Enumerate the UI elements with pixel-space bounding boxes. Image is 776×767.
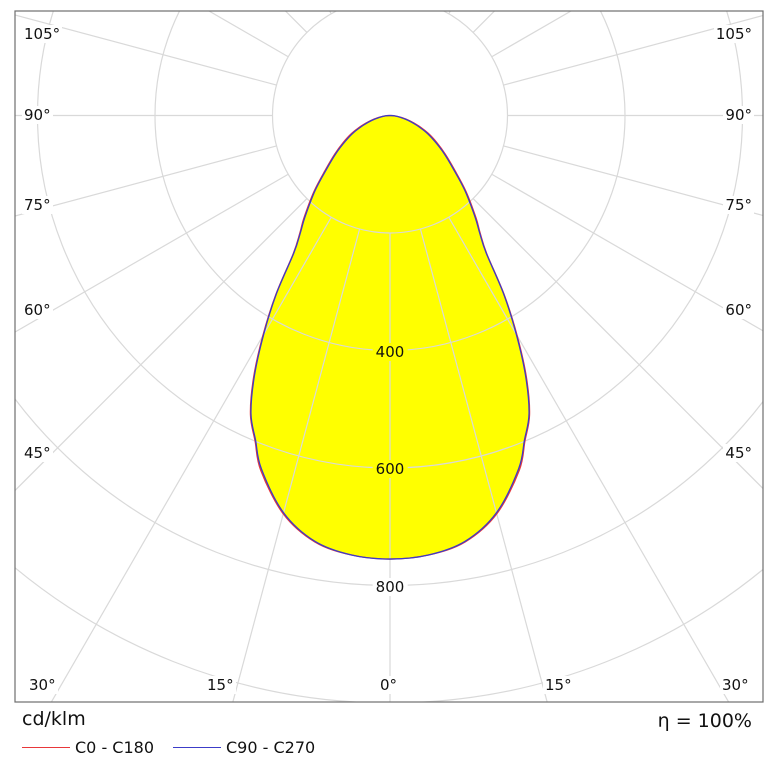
angle-label-left-90: 90°	[22, 106, 53, 124]
angle-label-right-90: 90°	[723, 106, 754, 124]
angle-label-bottom-30-right: 30°	[720, 676, 751, 694]
angle-label-left-45: 45°	[22, 444, 53, 462]
angle-label-bottom-0: 0°	[378, 676, 400, 694]
legend-blue-line-icon	[173, 746, 221, 748]
radial-label-400: 400	[372, 343, 408, 361]
angle-label-left-75: 75°	[22, 196, 53, 214]
light-distribution-curves	[249, 114, 531, 560]
angle-label-left-105: 105°	[22, 25, 63, 43]
radial-label-600: 600	[372, 460, 408, 478]
curve-c90-c270	[250, 114, 530, 560]
legend-label: C90 - C270	[226, 737, 316, 757]
angle-label-bottom-30-left: 30°	[27, 676, 58, 694]
angle-label-bottom-15-right: 15°	[543, 676, 574, 694]
efficiency-label: η = 100%	[657, 710, 752, 732]
angle-label-right-60: 60°	[723, 301, 754, 319]
legend-item-c90-c270: C90 - C270	[173, 737, 315, 757]
radial-label-800: 800	[372, 578, 408, 596]
angle-label-right-105: 105°	[713, 25, 754, 43]
unit-label: cd/klm	[22, 708, 86, 730]
chart-frame	[14, 10, 764, 703]
angle-label-bottom-15-left: 15°	[205, 676, 236, 694]
legend-label: C0 - C180	[75, 737, 155, 757]
legend-red-line-icon	[22, 746, 70, 748]
legend-item-c0-c180: C0 - C180	[22, 737, 154, 757]
angle-label-right-75: 75°	[723, 196, 754, 214]
angle-label-right-45: 45°	[723, 444, 754, 462]
angle-label-left-60: 60°	[22, 301, 53, 319]
